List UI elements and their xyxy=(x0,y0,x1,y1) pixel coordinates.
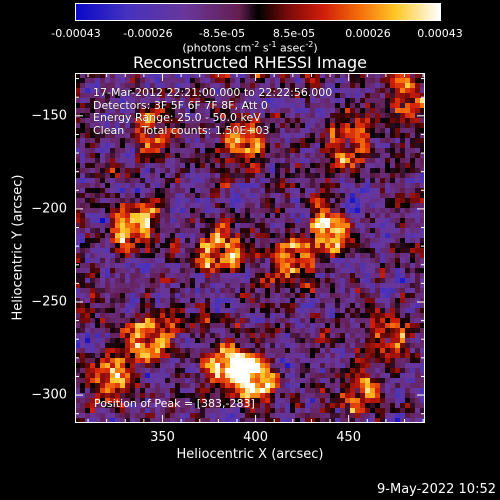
annotation-clean-counts: Clean Total counts: 1.50E+03 xyxy=(93,123,270,137)
colorbar-units: (photons cm-2 s-1 asec-2) xyxy=(182,40,318,55)
plot-border xyxy=(75,73,425,423)
colorbar-tick-label: 8.5e-05 xyxy=(272,27,316,40)
plot-frame xyxy=(75,73,425,423)
colorbar-tick-label: -8.5e-05 xyxy=(198,27,246,40)
y-tick-label: −300 xyxy=(31,387,67,403)
annotation-peak-position: Position of Peak = [383,-283] xyxy=(94,397,255,410)
x-tick-label: 450 xyxy=(336,430,362,445)
x-tick-label: 350 xyxy=(150,430,175,445)
colorbar-tick-label: 0.00043 xyxy=(417,27,463,40)
plot-area: 17-Mar-2012 22:21:00.000 to 22:22:56.000… xyxy=(75,73,425,423)
y-axis-label: Heliocentric Y (arcsec) xyxy=(10,174,26,321)
colorbar-tick-label: -0.00026 xyxy=(123,27,173,40)
y-tick-label: −250 xyxy=(31,294,67,310)
date-stamp: 9-May-2022 10:52 xyxy=(377,482,496,497)
x-tick-label: 400 xyxy=(243,430,268,445)
y-tick-label: −200 xyxy=(31,201,67,217)
chart-title: Reconstructed RHESSI Image xyxy=(133,53,367,72)
colorbar-tick-label: -0.00043 xyxy=(51,27,101,40)
annotation-energy-range: Energy Range: 25.0 - 50.0 keV xyxy=(93,111,261,124)
annotation-time-range: 17-Mar-2012 22:21:00.000 to 22:22:56.000 xyxy=(93,86,333,99)
colorbar xyxy=(75,3,441,21)
annotation-detectors: Detectors: 3F 5F 6F 7F 8F, Att 0 xyxy=(93,98,268,112)
heatmap-image xyxy=(75,73,425,423)
x-axis-label: Heliocentric X (arcsec) xyxy=(176,447,324,462)
colorbar-tick-label: 0.00026 xyxy=(345,27,391,40)
y-tick-label: −150 xyxy=(31,108,67,124)
